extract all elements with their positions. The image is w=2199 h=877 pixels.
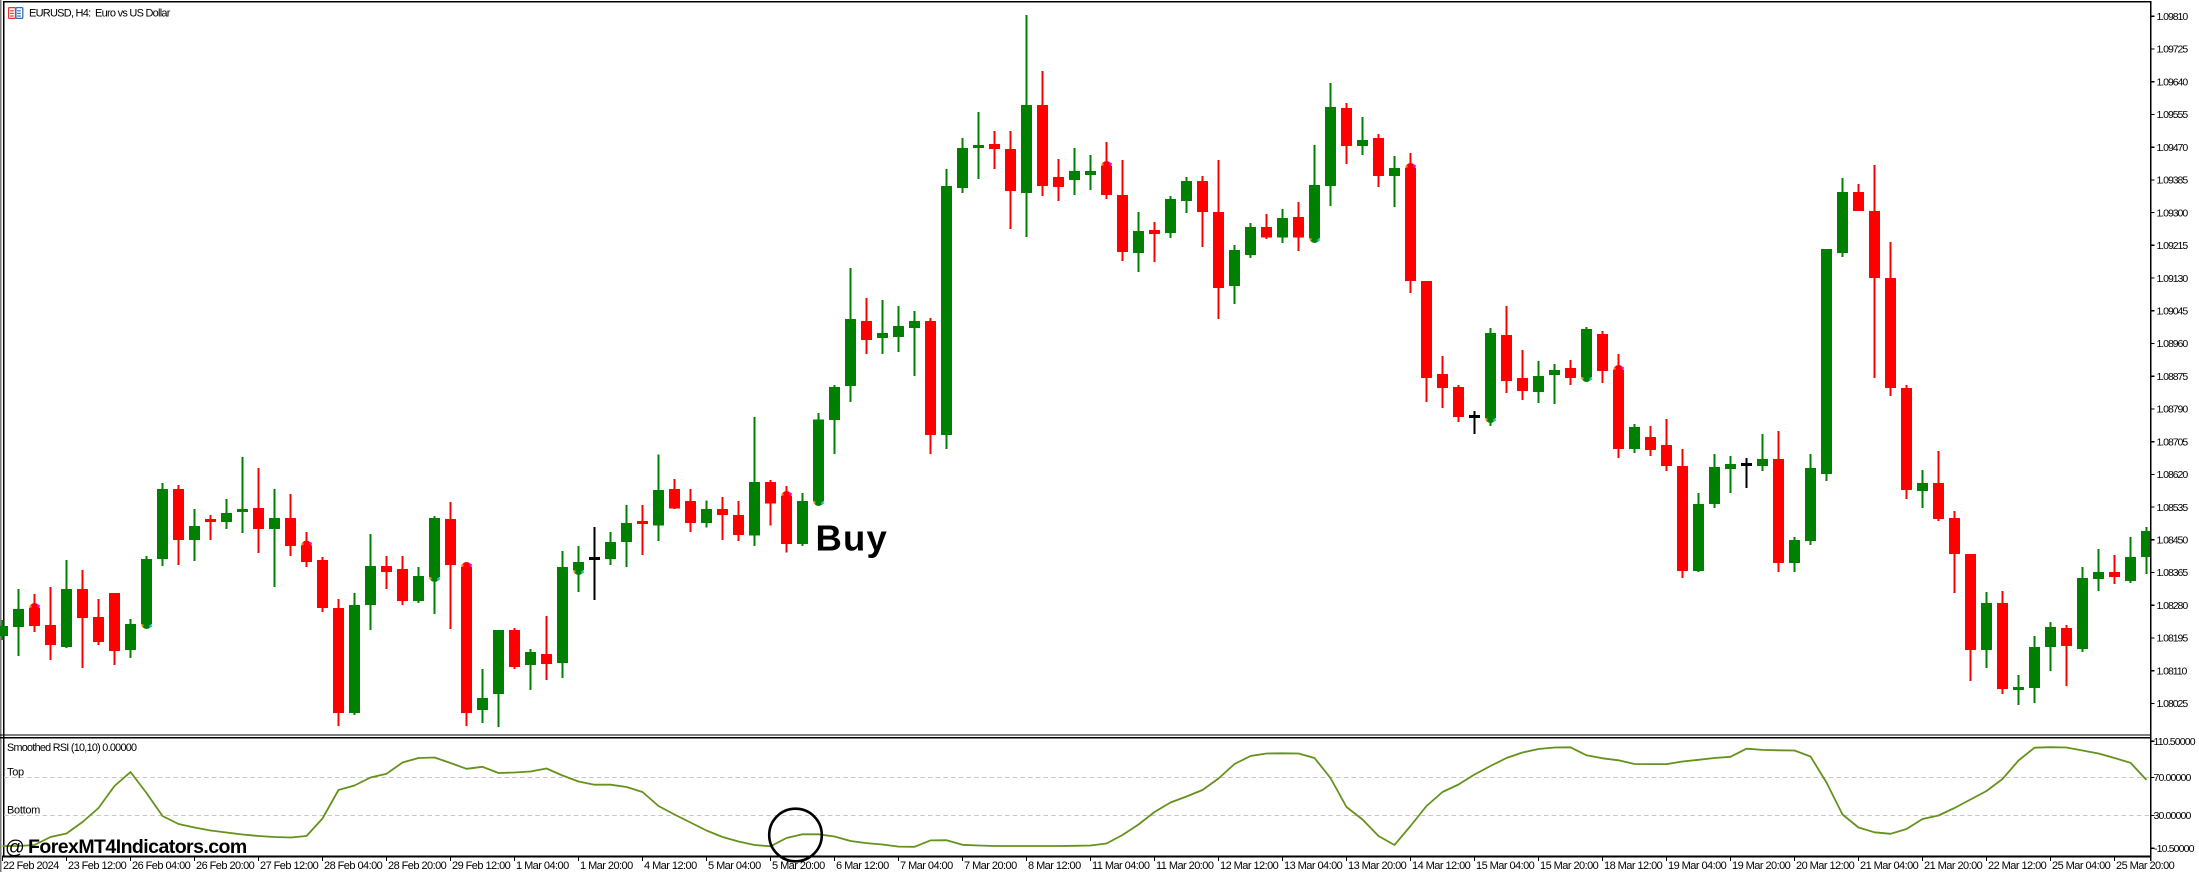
svg-text:11 Mar 04:00: 11 Mar 04:00 [1092, 860, 1150, 872]
svg-text:Top: Top [7, 767, 24, 779]
svg-text:14 Mar 12:00: 14 Mar 12:00 [1412, 860, 1471, 872]
svg-text:22 Mar 12:00: 22 Mar 12:00 [1988, 860, 2047, 872]
svg-text:21 Mar 20:00: 21 Mar 20:00 [1924, 860, 1983, 872]
svg-text:15 Mar 20:00: 15 Mar 20:00 [1540, 860, 1599, 872]
svg-text:29 Feb 12:00: 29 Feb 12:00 [452, 860, 511, 872]
svg-text:1.09045: 1.09045 [2157, 306, 2189, 318]
svg-text:1.08960: 1.08960 [2157, 338, 2189, 350]
svg-text:1.08025: 1.08025 [2157, 698, 2189, 710]
svg-text:6 Mar 12:00: 6 Mar 12:00 [836, 860, 889, 872]
svg-text:27 Feb 12:00: 27 Feb 12:00 [260, 860, 319, 872]
svg-text:21 Mar 04:00: 21 Mar 04:00 [1860, 860, 1919, 872]
svg-text:28 Feb 04:00: 28 Feb 04:00 [324, 860, 383, 872]
svg-text:1.09215: 1.09215 [2157, 240, 2189, 252]
svg-text:7 Mar 20:00: 7 Mar 20:00 [964, 860, 1017, 872]
svg-text:1.09555: 1.09555 [2157, 109, 2189, 121]
svg-text:1.08790: 1.08790 [2157, 404, 2189, 416]
svg-text:12 Mar 12:00: 12 Mar 12:00 [1220, 860, 1279, 872]
svg-text:110.50000: 110.50000 [2154, 736, 2196, 748]
svg-text:1.09640: 1.09640 [2157, 76, 2189, 88]
svg-text:13 Mar 20:00: 13 Mar 20:00 [1348, 860, 1407, 872]
svg-text:11 Mar 20:00: 11 Mar 20:00 [1156, 860, 1214, 872]
svg-text:1.09300: 1.09300 [2157, 207, 2189, 219]
svg-text:18 Mar 12:00: 18 Mar 12:00 [1604, 860, 1663, 872]
svg-text:7 Mar 04:00: 7 Mar 04:00 [900, 860, 953, 872]
svg-text:70.00000: 70.00000 [2154, 772, 2192, 784]
svg-text:26 Feb 04:00: 26 Feb 04:00 [132, 860, 191, 872]
svg-text:1.09130: 1.09130 [2157, 273, 2189, 285]
svg-text:1.08535: 1.08535 [2157, 502, 2189, 514]
svg-text:30.00000: 30.00000 [2154, 810, 2192, 822]
svg-text:25 Mar 04:00: 25 Mar 04:00 [2052, 860, 2111, 872]
svg-text:1.09810: 1.09810 [2157, 11, 2189, 23]
svg-text:26 Feb 20:00: 26 Feb 20:00 [196, 860, 255, 872]
svg-text:1.09470: 1.09470 [2157, 142, 2189, 154]
svg-text:1.09385: 1.09385 [2157, 175, 2189, 187]
svg-text:5 Mar 20:00: 5 Mar 20:00 [772, 860, 825, 872]
svg-text:5 Mar 04:00: 5 Mar 04:00 [708, 860, 761, 872]
svg-text:22 Feb 2024: 22 Feb 2024 [3, 860, 59, 872]
svg-text:@: @ [5, 837, 25, 859]
svg-text:19 Mar 04:00: 19 Mar 04:00 [1668, 860, 1727, 872]
svg-text:EURUSD, H4: Euro vs US Dollar: EURUSD, H4: Euro vs US Dollar [29, 8, 171, 20]
svg-text:23 Feb 12:00: 23 Feb 12:00 [68, 860, 127, 872]
svg-text:1 Mar 20:00: 1 Mar 20:00 [580, 860, 633, 872]
svg-text:Smoothed RSI (10,10) 0.00000: Smoothed RSI (10,10) 0.00000 [7, 742, 137, 754]
svg-text:8 Mar 12:00: 8 Mar 12:00 [1028, 860, 1081, 872]
svg-text:4 Mar 12:00: 4 Mar 12:00 [644, 860, 697, 872]
svg-text:25 Mar 20:00: 25 Mar 20:00 [2116, 860, 2175, 872]
svg-text:1.08280: 1.08280 [2157, 600, 2189, 612]
svg-text:ForexMT4Indicators.com: ForexMT4Indicators.com [28, 836, 247, 858]
svg-text:1.08365: 1.08365 [2157, 567, 2189, 579]
svg-text:Bottom: Bottom [7, 805, 40, 817]
svg-text:28 Feb 20:00: 28 Feb 20:00 [388, 860, 447, 872]
svg-text:Buy: Buy [816, 518, 889, 559]
svg-text:20 Mar 12:00: 20 Mar 12:00 [1796, 860, 1855, 872]
svg-text:1.08705: 1.08705 [2157, 436, 2189, 448]
svg-text:1.08450: 1.08450 [2157, 535, 2189, 547]
svg-text:19 Mar 20:00: 19 Mar 20:00 [1732, 860, 1791, 872]
svg-text:1 Mar 04:00: 1 Mar 04:00 [516, 860, 569, 872]
svg-text:1.08195: 1.08195 [2157, 633, 2189, 645]
svg-text:-10.50000: -10.50000 [2154, 843, 2195, 855]
svg-text:13 Mar 04:00: 13 Mar 04:00 [1284, 860, 1343, 872]
svg-text:1.08110: 1.08110 [2157, 665, 2188, 677]
svg-text:15 Mar 04:00: 15 Mar 04:00 [1476, 860, 1535, 872]
svg-text:1.09725: 1.09725 [2157, 44, 2189, 56]
svg-text:1.08620: 1.08620 [2157, 469, 2189, 481]
svg-text:1.08875: 1.08875 [2157, 371, 2189, 383]
